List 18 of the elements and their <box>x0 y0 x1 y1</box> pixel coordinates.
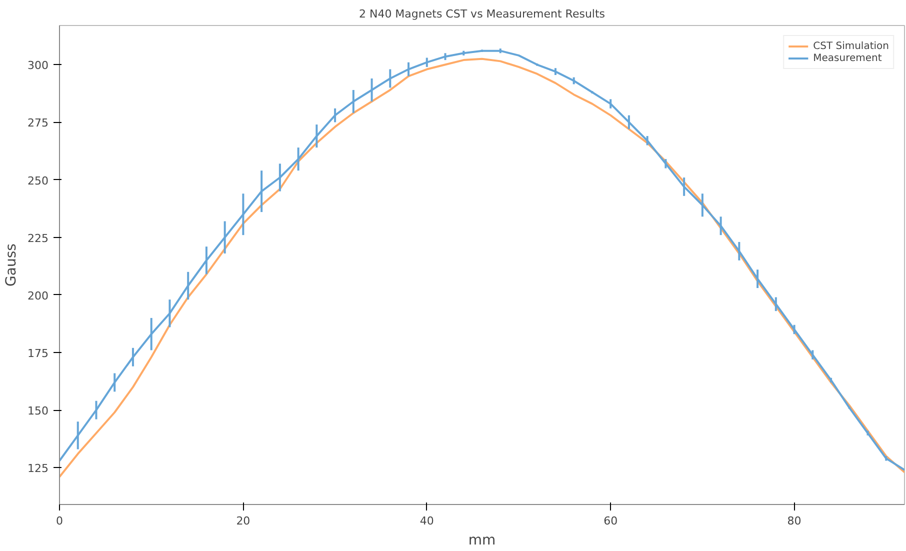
y-tick-label: 150 <box>28 404 49 418</box>
y-tick-label: 300 <box>28 59 49 72</box>
x-tick-label: 0 <box>56 514 63 528</box>
y-tick-label: 200 <box>28 289 49 302</box>
x-tick-label: 60 <box>604 514 618 528</box>
y-tick-label: 225 <box>28 232 49 245</box>
x-tick-label: 20 <box>236 514 250 528</box>
x-tick-label: 40 <box>420 514 434 528</box>
y-tick-label: 175 <box>28 347 49 360</box>
chart-title: 2 N40 Magnets CST vs Measurement Results <box>358 8 606 20</box>
legend-label: CST Simulation <box>813 40 889 52</box>
x-tick-label: 80 <box>787 514 802 528</box>
y-tick-label: 125 <box>28 462 49 476</box>
legend-label: Measurement <box>813 52 882 64</box>
x-axis-title: mm <box>468 532 496 548</box>
y-tick-label: 250 <box>28 174 49 188</box>
y-axis-title: Gauss <box>4 244 20 286</box>
y-tick-label: 275 <box>28 116 49 130</box>
